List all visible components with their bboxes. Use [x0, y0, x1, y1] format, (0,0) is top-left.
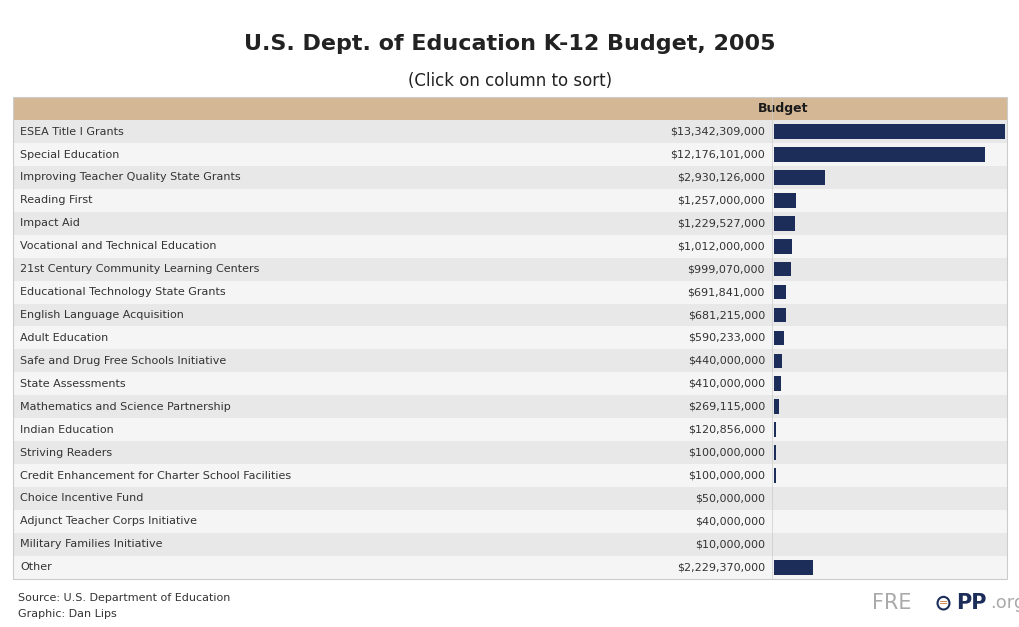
Text: $100,000,000: $100,000,000: [688, 470, 764, 480]
Text: Adult Education: Adult Education: [20, 333, 109, 343]
Text: Source: U.S. Department of Education: Source: U.S. Department of Education: [18, 593, 230, 603]
Text: (Click on column to sort): (Click on column to sort): [408, 72, 611, 90]
Text: Choice Incentive Fund: Choice Incentive Fund: [20, 493, 144, 503]
Text: Indian Education: Indian Education: [20, 424, 114, 435]
Text: $440,000,000: $440,000,000: [687, 356, 764, 366]
Text: $999,070,000: $999,070,000: [687, 264, 764, 274]
Text: $120,856,000: $120,856,000: [687, 424, 764, 435]
Text: Mathematics and Science Partnership: Mathematics and Science Partnership: [20, 402, 231, 412]
Text: $40,000,000: $40,000,000: [694, 517, 764, 527]
Text: $691,841,000: $691,841,000: [687, 287, 764, 297]
Text: $1,257,000,000: $1,257,000,000: [677, 196, 764, 206]
Text: State Assessments: State Assessments: [20, 379, 126, 389]
Text: Adjunct Teacher Corps Initiative: Adjunct Teacher Corps Initiative: [20, 517, 198, 527]
Text: English Language Acquisition: English Language Acquisition: [20, 310, 184, 320]
Text: $10,000,000: $10,000,000: [694, 539, 764, 549]
Text: 21st Century Community Learning Centers: 21st Century Community Learning Centers: [20, 264, 260, 274]
Text: Safe and Drug Free Schools Initiative: Safe and Drug Free Schools Initiative: [20, 356, 226, 366]
Text: $681,215,000: $681,215,000: [687, 310, 764, 320]
Text: Reading First: Reading First: [20, 196, 93, 206]
Text: Improving Teacher Quality State Grants: Improving Teacher Quality State Grants: [20, 172, 240, 182]
Text: $269,115,000: $269,115,000: [687, 402, 764, 412]
Text: Striving Readers: Striving Readers: [20, 448, 112, 458]
Text: FRE: FRE: [871, 593, 911, 613]
Text: $50,000,000: $50,000,000: [694, 493, 764, 503]
Text: $13,342,309,000: $13,342,309,000: [669, 127, 764, 137]
Text: $410,000,000: $410,000,000: [687, 379, 764, 389]
Text: Other: Other: [20, 562, 52, 572]
Text: $590,233,000: $590,233,000: [687, 333, 764, 343]
Text: $12,176,101,000: $12,176,101,000: [669, 149, 764, 159]
Text: $2,229,370,000: $2,229,370,000: [677, 562, 764, 572]
Text: Budget: Budget: [757, 102, 807, 115]
Text: U.S. Dept. of Education K-12 Budget, 2005: U.S. Dept. of Education K-12 Budget, 200…: [244, 34, 775, 55]
Text: $1,012,000,000: $1,012,000,000: [677, 241, 764, 251]
Text: $2,930,126,000: $2,930,126,000: [677, 172, 764, 182]
Text: Educational Technology State Grants: Educational Technology State Grants: [20, 287, 226, 297]
Text: Vocational and Technical Education: Vocational and Technical Education: [20, 241, 217, 251]
Text: $1,229,527,000: $1,229,527,000: [677, 218, 764, 228]
Text: PP: PP: [955, 593, 985, 613]
Text: .org: .org: [989, 594, 1019, 612]
Text: Impact Aid: Impact Aid: [20, 218, 81, 228]
Text: $100,000,000: $100,000,000: [688, 448, 764, 458]
Text: =: =: [937, 598, 948, 608]
Text: ESEA Title I Grants: ESEA Title I Grants: [20, 127, 124, 137]
Text: Military Families Initiative: Military Families Initiative: [20, 539, 163, 549]
Text: Special Education: Special Education: [20, 149, 119, 159]
Text: Credit Enhancement for Charter School Facilities: Credit Enhancement for Charter School Fa…: [20, 470, 291, 480]
Text: Graphic: Dan Lips: Graphic: Dan Lips: [18, 609, 117, 619]
